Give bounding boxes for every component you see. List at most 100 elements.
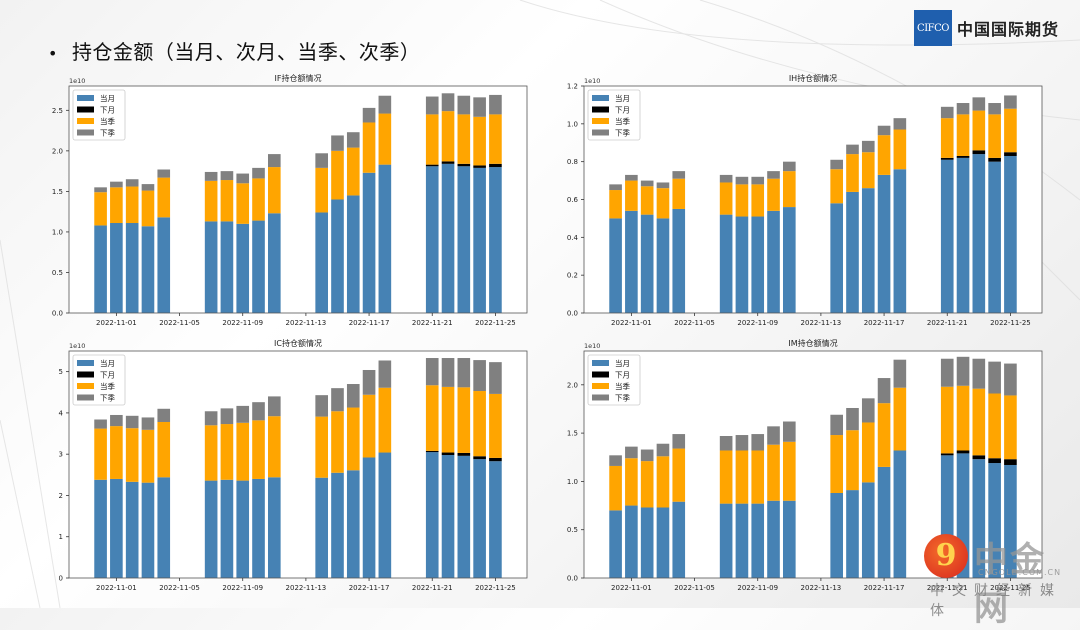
bar-segment-当季-2022-11-07 [719, 182, 733, 215]
y-tick-label: 0.0 [567, 575, 578, 583]
bar-segment-当月-2022-11-21 [425, 452, 439, 578]
chart-if: 0.0 0.5 1.0 1.5 2.0 2.5 2022-11-01 2022-11-05 20… [52, 73, 528, 327]
watermark-subtitle: 中文财经新媒体 [930, 583, 1062, 619]
bar-segment-当季-2022-11-22 [956, 114, 970, 156]
bar-segment-下季-2022-11-02 [125, 415, 139, 429]
bar-segment-下季-2022-11-10 [767, 426, 780, 445]
bar-segment-下季-2022-11-24 [988, 361, 1001, 394]
bar-segment-下季-2022-11-14 [830, 159, 843, 170]
y-tick-label: 1.5 [52, 188, 63, 196]
bar-segment-下季-2022-11-24 [473, 360, 486, 392]
legend-label-当月: 当月 [615, 358, 630, 368]
scale-label: 1e10 [69, 77, 85, 85]
bar-segment-当月-2022-11-23 [457, 166, 471, 313]
plot-frame [68, 350, 528, 579]
bar-segment-下季-2022-11-08 [220, 171, 234, 181]
bar-segment-当季-2022-11-08 [220, 424, 234, 480]
scale-label: 1e10 [69, 342, 85, 350]
legend-label-下月: 下月 [100, 106, 115, 115]
bar-segment-当月-2022-11-04 [157, 477, 171, 578]
bar-segment-当月-2022-11-07 [719, 503, 733, 578]
bar-segment-当月-2022-11-01 [625, 210, 638, 313]
bar-segment-当季-2022-11-11 [782, 171, 796, 208]
bar-segment-当月-2022-11-09 [751, 503, 765, 578]
bar-segment-当季-2022-11-07 [719, 450, 733, 504]
bar-segment-当季-2022-11-02 [640, 461, 654, 508]
bar-segment-下季-2022-11-01 [110, 181, 123, 188]
bar-segment-当月-2022-11-10 [252, 478, 265, 578]
bar-segment-下季-2022-11-08 [220, 408, 234, 425]
bar-segment-当季-2022-11-14 [315, 167, 328, 213]
bar-segment-当月-2022-11-16 [346, 470, 360, 578]
y-tick-label: 1.0 [567, 478, 578, 486]
x-tick-label: 2022-11-13 [286, 584, 327, 592]
y-tick-label: 0 [59, 575, 63, 583]
bar-segment-当月-2022-11-21 [940, 159, 954, 313]
chart-ih: 0.0 0.2 0.4 0.6 0.8 1.0 1.2 2022-11-01 2022-11-0… [567, 73, 1043, 327]
bar-segment-下季-2022-11-02 [125, 179, 139, 187]
bar-segment-下季-2022-11-17 [362, 107, 376, 123]
bar-segment-当季-2022-11-23 [457, 387, 471, 453]
chart-title: IF持仓额情况 [275, 73, 322, 83]
bar-segment-当季-2022-11-04 [672, 178, 686, 209]
bar-segment-下季-2022-11-15 [846, 407, 859, 431]
bar-segment-下季-2022-11-18 [893, 118, 907, 130]
bar-segment-当季-2022-11-21 [425, 114, 439, 165]
bar-segment-下季-2022-11-18 [378, 360, 392, 388]
y-tick-label: 2.0 [52, 147, 63, 155]
bar-segment-当季-2022-11-14 [830, 435, 843, 493]
bar-segment-当季-2022-11-17 [877, 135, 891, 175]
bar-segment-当月-2022-11-25 [489, 167, 502, 313]
bar-segment-下季-2022-10-31 [609, 455, 622, 466]
bar-segment-下季-2022-11-25 [489, 362, 502, 394]
chart-title: IH持仓额情况 [789, 73, 837, 83]
bar-segment-下季-2022-11-17 [877, 378, 891, 404]
bar-segment-下季-2022-11-08 [735, 435, 749, 451]
bar-segment-当月-2022-11-23 [972, 154, 986, 313]
bar-segment-当季-2022-11-24 [988, 114, 1001, 158]
bar-segment-下季-2022-11-03 [656, 443, 670, 457]
bar-segment-下季-2022-11-01 [110, 414, 123, 427]
y-tick-label: 0.5 [52, 269, 63, 277]
plot-frame [583, 350, 1043, 579]
bar-segment-下月-2022-11-22 [441, 452, 455, 456]
bar-segment-当季-2022-11-21 [425, 385, 439, 451]
x-tick-label: 2022-11-25 [475, 584, 516, 592]
x-tick-label: 2022-11-09 [737, 319, 778, 327]
bar-segment-当月-2022-11-10 [767, 210, 780, 313]
chart-title: IC持仓额情况 [274, 338, 322, 348]
bar-segment-下季-2022-11-16 [346, 132, 360, 148]
legend-label-下月: 下月 [615, 371, 630, 380]
bar-segment-当月-2022-11-17 [877, 174, 891, 313]
x-tick-label: 2022-11-05 [159, 584, 200, 592]
bar-segment-下季-2022-11-01 [625, 174, 638, 181]
bar-segment-当季-2022-11-04 [157, 421, 171, 478]
bar-segment-下季-2022-11-16 [861, 398, 875, 423]
x-tick-label: 2022-11-09 [737, 584, 778, 592]
bar-segment-当季-2022-11-16 [346, 407, 360, 471]
bar-segment-当月-2022-11-16 [861, 482, 875, 578]
bar-segment-下季-2022-11-23 [972, 97, 986, 111]
legend-swatch-当月 [592, 95, 609, 101]
bar-segment-当季-2022-11-24 [988, 393, 1001, 459]
bar-segment-下季-2022-11-21 [940, 358, 954, 387]
x-tick-label: 2022-11-25 [475, 319, 516, 327]
y-tick-label: 4 [59, 409, 64, 417]
bar-segment-当月-2022-11-08 [735, 503, 749, 578]
bar-segment-当季-2022-11-02 [125, 186, 139, 224]
bar-segment-当季-2022-11-17 [877, 403, 891, 467]
legend-swatch-当月 [592, 360, 609, 366]
bar-segment-当季-2022-11-16 [346, 147, 360, 196]
bar-segment-当季-2022-11-08 [735, 450, 749, 504]
bar-segment-当月-2022-11-08 [220, 479, 234, 578]
bar-segment-下季-2022-11-18 [893, 359, 907, 388]
bar-segment-当月-2022-11-15 [331, 199, 344, 313]
bar-segment-当季-2022-11-10 [767, 444, 780, 501]
bar-segment-下季-2022-11-11 [267, 154, 281, 168]
x-tick-label: 2022-11-01 [96, 584, 137, 592]
bar-segment-下季-2022-11-24 [988, 103, 1001, 115]
cifco-logo-text: 中国国际期货 [957, 20, 1060, 39]
bar-segment-当季-2022-10-31 [94, 192, 107, 226]
